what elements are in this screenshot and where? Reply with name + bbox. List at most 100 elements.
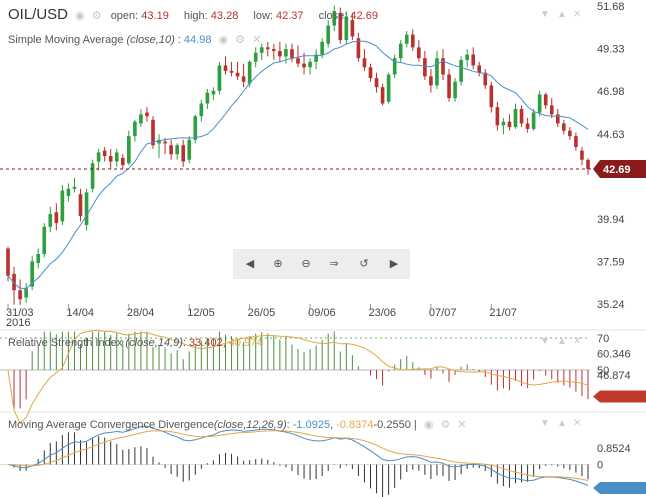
candle-body [447,74,451,99]
low-label: low: [253,10,273,22]
candle-body [302,63,306,68]
candle-body [404,34,409,44]
candle-body [568,130,572,137]
candle-body [84,192,89,225]
candle-body [223,65,228,71]
candle-body [187,139,192,160]
gear-icon[interactable]: ⚙ [235,34,246,46]
triangle-icon[interactable]: ▼ [540,9,550,20]
candle-body [417,47,421,59]
candle-body [133,121,137,137]
candle-body [6,248,10,276]
candle-body [531,112,536,129]
triangle-icon[interactable]: ▼ [540,336,550,347]
candle-body [562,123,566,131]
x-tick-label: 07/07 [429,307,457,319]
candle-body [483,72,488,86]
x-tick-year: 2016 [6,317,30,329]
reset-zoom-icon[interactable]: ↺ [359,258,369,270]
eye-icon[interactable]: ◉ [423,419,434,431]
sma-name: Simple Moving Average [8,34,124,46]
candle-body [163,141,167,144]
macd-name: Moving Average Convergence Divergence [8,419,214,431]
scroll-right-zoom-icon[interactable]: ⇒ [329,258,339,270]
x-icon[interactable]: ✕ [573,418,582,429]
candle-body [12,273,16,291]
candle-body [169,145,173,155]
candle-body [543,94,548,106]
rsi-legend: Relative Strength Index (close,14,9): 33… [8,337,263,349]
candle-body [114,152,119,162]
eye-icon[interactable]: ◉ [75,10,85,22]
candle-body [235,72,240,77]
x-tick-label: 31/03 [6,307,34,319]
candle-body [507,121,512,128]
macd-value: -1.0925 [292,419,331,431]
candle-body [78,194,83,216]
pan-left-icon[interactable]: ◀ [245,258,255,270]
zoom-in-icon[interactable]: ⊕ [273,258,283,270]
macd-params: (close,12,26,9) [213,419,287,431]
candle-body [60,190,65,222]
eye-icon[interactable]: ◉ [218,34,229,46]
candle-body [477,65,482,73]
pan-right-icon[interactable]: ▶ [389,258,399,270]
candle-body [586,159,590,169]
candle-body [108,156,113,162]
candle-body [368,67,373,79]
zoom-out-icon[interactable]: ⊖ [301,258,311,270]
candle-body [326,25,331,44]
candle-body [314,54,318,62]
y-tick-label: 51.68 [597,1,625,13]
candle-body [265,47,270,50]
candle-body [284,49,288,57]
open-value: 43.19 [141,10,169,22]
y-tick-label: 49.33 [597,44,625,56]
candle-body [253,52,258,62]
rsi-signal-value: 40.974 [228,337,263,349]
candle-body [217,65,222,91]
arrows-icon[interactable]: ▲ [557,418,567,429]
candle-body [513,108,518,128]
candle-body [272,49,276,51]
candle-body [350,20,355,37]
candle-body [374,78,379,88]
candle-body [259,47,264,53]
y-tick-label: 37.59 [597,256,625,268]
candle-body [489,85,494,108]
candle-body [54,212,59,224]
navigation-bar: ◀ ⊕ ⊖ ⇒ ↺ ▶ [233,249,410,279]
x-icon[interactable]: ✕ [573,336,582,347]
candle-body [398,43,403,59]
candle-body [72,186,77,189]
candle-body [465,54,469,61]
candle-body [380,87,385,104]
macd-signal-value: -0.8374 [336,419,374,431]
macd-legend: Moving Average Convergence Divergence(cl… [8,419,467,431]
x-tick-label: 12/05 [187,307,215,319]
candle-body [30,261,34,287]
candle-body [519,108,524,124]
gear-icon[interactable]: ⚙ [91,10,102,22]
candle-body [549,105,554,115]
x-icon[interactable]: ✕ [573,9,582,20]
rsi-name: Relative Strength Index [8,337,123,349]
triangle-icon[interactable]: ▼ [540,418,550,429]
candle-body [501,121,506,126]
candle-body [392,58,397,75]
candle-body [386,74,391,102]
candle-body [48,214,53,227]
main-legend: OIL/USD ◉ ⚙ open: 43.19 high: 43.28 low:… [8,6,378,23]
y-tick-label: 44.63 [597,129,625,141]
arrows-icon[interactable]: ▲ [557,9,567,20]
candle-body [241,76,246,82]
gear-icon[interactable]: ⚙ [440,419,451,431]
close-icon[interactable]: ✕ [252,34,262,46]
arrows-icon[interactable]: ▲ [557,336,567,347]
candle-body [525,123,530,129]
candle-body [127,136,131,164]
candle-body [157,139,161,144]
close-icon[interactable]: ✕ [457,419,467,431]
